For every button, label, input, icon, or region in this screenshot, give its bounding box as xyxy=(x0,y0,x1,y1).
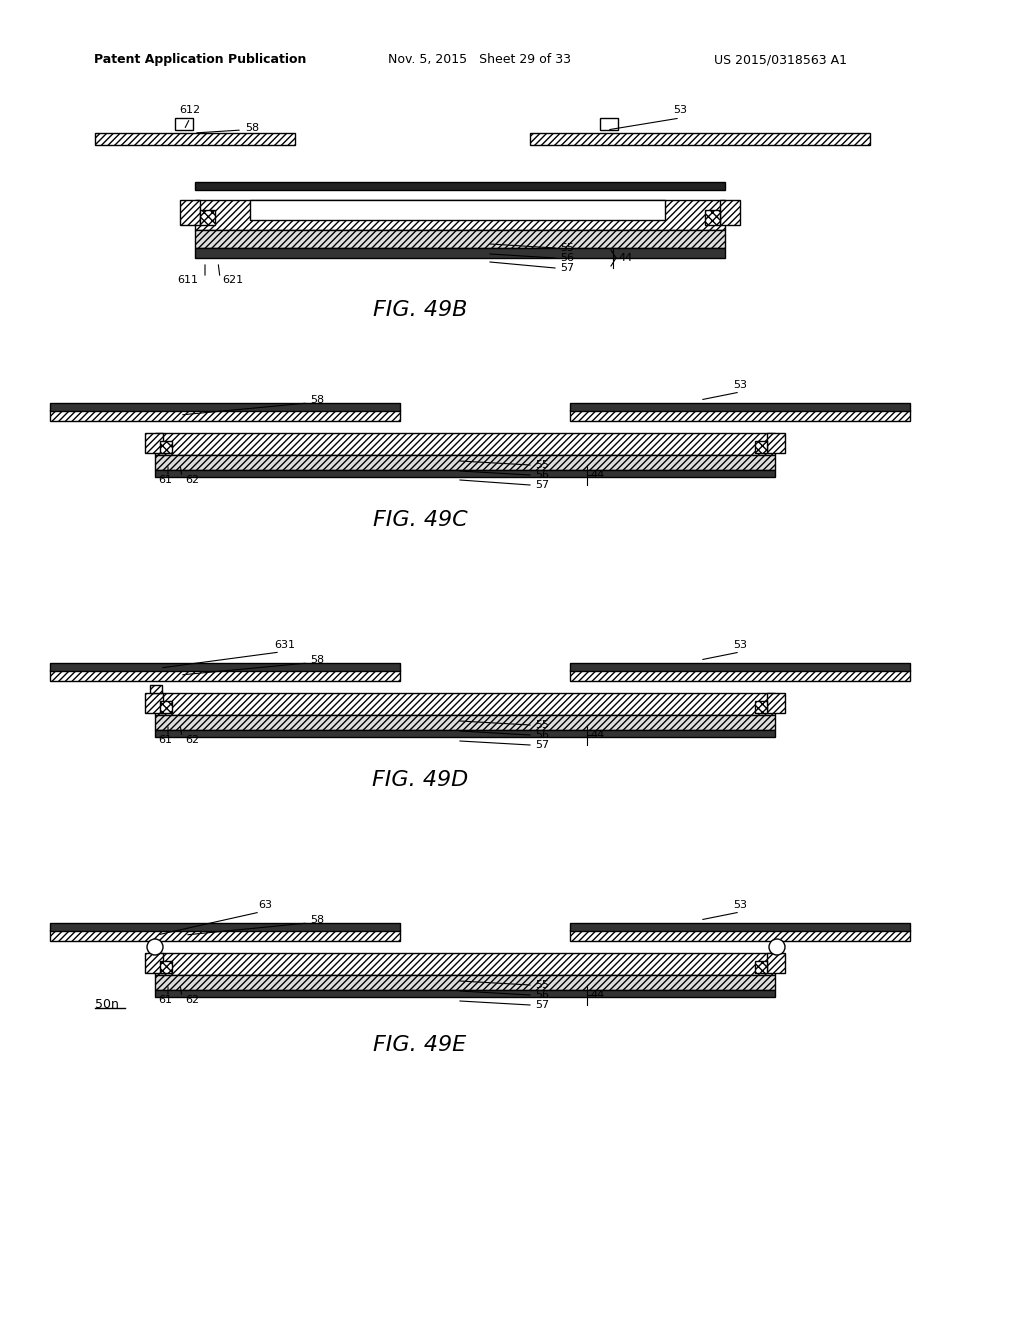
Bar xyxy=(155,715,775,730)
Bar xyxy=(50,663,400,671)
Bar xyxy=(150,685,162,693)
Bar xyxy=(95,133,295,145)
Bar xyxy=(195,201,725,230)
Bar xyxy=(767,433,785,453)
Bar xyxy=(155,953,775,975)
Bar xyxy=(155,433,775,455)
Text: 53: 53 xyxy=(733,640,746,649)
Bar xyxy=(570,671,910,681)
Bar xyxy=(570,403,910,411)
Bar xyxy=(195,248,725,257)
Text: 631: 631 xyxy=(274,640,296,649)
Text: Nov. 5, 2015   Sheet 29 of 33: Nov. 5, 2015 Sheet 29 of 33 xyxy=(388,54,571,66)
Bar xyxy=(155,990,775,997)
Text: 55: 55 xyxy=(535,459,549,470)
Bar xyxy=(600,117,618,129)
Bar xyxy=(570,411,910,421)
Bar xyxy=(225,954,675,970)
Text: 55: 55 xyxy=(560,243,574,253)
Text: 56: 56 xyxy=(535,990,549,1001)
Text: 57: 57 xyxy=(535,480,549,490)
Text: 58: 58 xyxy=(310,655,325,665)
Text: 53: 53 xyxy=(733,380,746,389)
Bar xyxy=(155,455,775,470)
Text: 58: 58 xyxy=(245,123,259,133)
Bar xyxy=(155,693,775,715)
Text: 57: 57 xyxy=(560,263,574,273)
Text: 61: 61 xyxy=(158,475,172,484)
Bar xyxy=(225,696,675,710)
Text: 63: 63 xyxy=(258,900,272,909)
Text: 50n: 50n xyxy=(95,998,119,1011)
Bar xyxy=(160,961,172,973)
Text: 61: 61 xyxy=(158,735,172,744)
Text: 44: 44 xyxy=(590,990,604,1001)
Bar xyxy=(175,117,193,129)
Text: Patent Application Publication: Patent Application Publication xyxy=(94,54,306,66)
Text: 62: 62 xyxy=(185,995,199,1005)
Text: 55: 55 xyxy=(535,979,549,990)
Text: US 2015/0318563 A1: US 2015/0318563 A1 xyxy=(714,54,847,66)
Bar xyxy=(50,671,400,681)
Bar xyxy=(145,433,163,453)
Text: 44: 44 xyxy=(590,470,604,480)
Bar xyxy=(250,201,665,220)
Text: 62: 62 xyxy=(185,475,199,484)
Bar xyxy=(195,230,725,248)
Bar xyxy=(530,133,870,145)
Text: 57: 57 xyxy=(535,741,549,750)
Bar xyxy=(50,923,400,931)
Text: FIG. 49D: FIG. 49D xyxy=(372,770,468,789)
Bar xyxy=(705,210,720,224)
Text: 57: 57 xyxy=(535,1001,549,1010)
Bar xyxy=(755,441,767,453)
Bar xyxy=(160,701,172,713)
Text: 58: 58 xyxy=(310,395,325,405)
Bar xyxy=(160,441,172,453)
Text: 621: 621 xyxy=(222,275,243,285)
Text: 58: 58 xyxy=(310,915,325,925)
Circle shape xyxy=(769,939,785,954)
Text: 56: 56 xyxy=(535,730,549,741)
Bar xyxy=(145,953,163,973)
Bar xyxy=(570,931,910,941)
Circle shape xyxy=(147,939,163,954)
Bar xyxy=(50,931,400,941)
Bar xyxy=(155,730,775,737)
Bar xyxy=(200,210,215,224)
Bar xyxy=(195,182,725,190)
Bar xyxy=(720,201,740,224)
Text: 53: 53 xyxy=(673,106,687,115)
Text: 53: 53 xyxy=(733,900,746,909)
Bar xyxy=(767,953,785,973)
Bar xyxy=(570,663,910,671)
Bar xyxy=(145,693,163,713)
Text: 612: 612 xyxy=(179,106,201,115)
Text: FIG. 49E: FIG. 49E xyxy=(374,1035,467,1055)
Text: 611: 611 xyxy=(177,275,198,285)
Text: FIG. 49B: FIG. 49B xyxy=(373,300,467,319)
Bar xyxy=(225,436,675,450)
Text: 44: 44 xyxy=(618,253,632,263)
Text: 55: 55 xyxy=(535,719,549,730)
Text: 56: 56 xyxy=(560,253,574,263)
Text: 44: 44 xyxy=(590,730,604,741)
Bar xyxy=(50,403,400,411)
Bar xyxy=(570,923,910,931)
Bar xyxy=(180,201,200,224)
Bar xyxy=(155,470,775,477)
Text: 56: 56 xyxy=(535,470,549,480)
Text: 61: 61 xyxy=(158,995,172,1005)
Text: FIG. 49C: FIG. 49C xyxy=(373,510,467,531)
Bar xyxy=(755,701,767,713)
Bar xyxy=(767,693,785,713)
Bar xyxy=(50,411,400,421)
Bar xyxy=(155,975,775,990)
Text: 62: 62 xyxy=(185,735,199,744)
Bar xyxy=(755,961,767,973)
